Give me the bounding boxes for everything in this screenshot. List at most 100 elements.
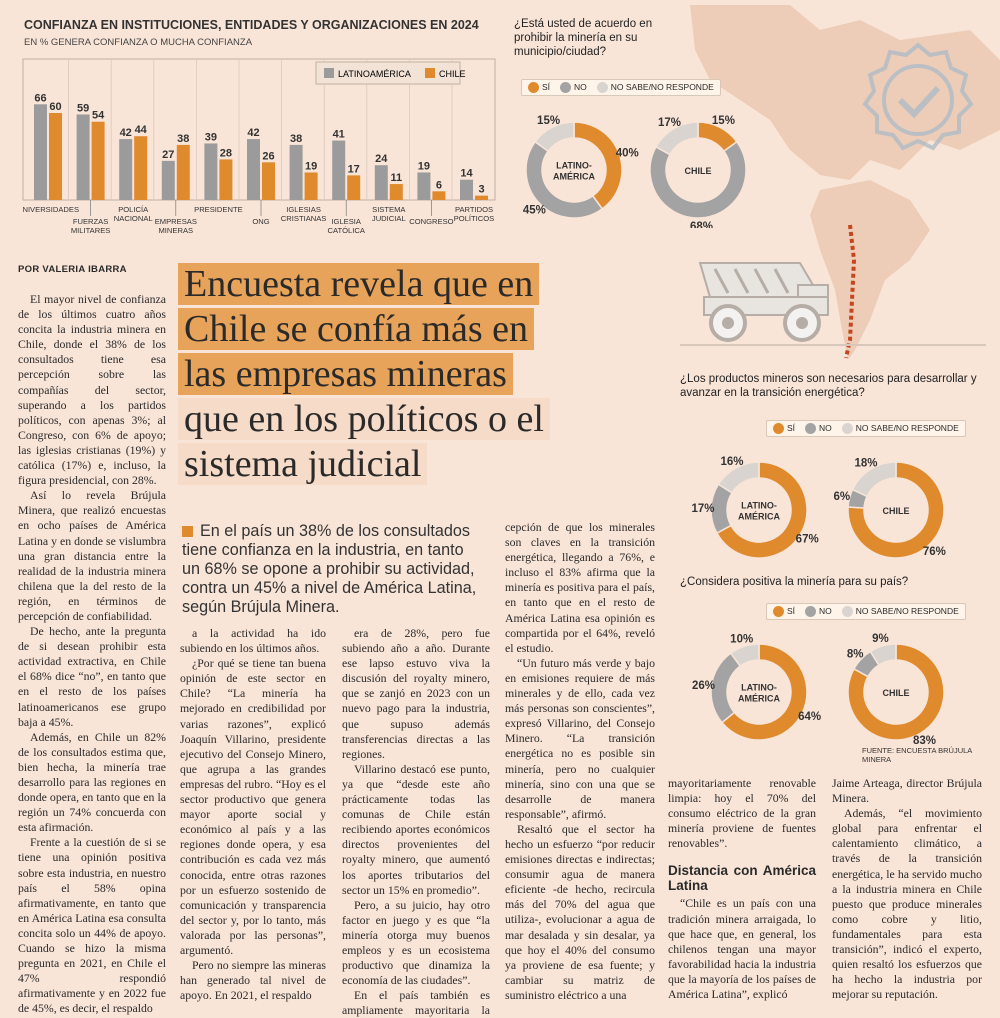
category-label: CATÓLICA bbox=[327, 226, 365, 235]
byline: POR VALERIA IBARRA bbox=[18, 264, 127, 275]
donut-slice bbox=[847, 643, 945, 741]
bar bbox=[91, 121, 105, 200]
slice-label: 45% bbox=[523, 205, 546, 217]
chart-legend: LATINOAMÉRICA CHILE bbox=[315, 61, 466, 85]
data-label: 44 bbox=[135, 124, 148, 136]
donut-center-label: AMÉRICA bbox=[738, 694, 780, 704]
paragraph: Además, en Chile un 82% de los consultad… bbox=[18, 729, 166, 835]
slice-label: 18% bbox=[854, 458, 877, 470]
paragraph: De hecho, ante la pregunta de si desean … bbox=[18, 624, 166, 729]
category-label: MILITARES bbox=[71, 226, 111, 235]
legend-ns: NO SABE/NO RESPONDE bbox=[841, 423, 959, 435]
donut-center-label: LATINO- bbox=[556, 161, 592, 171]
mining-truck-icon bbox=[698, 262, 829, 342]
paragraph: a la actividad ha ido subiendo en los úl… bbox=[180, 626, 326, 656]
donut-center-label: AMÉRICA bbox=[553, 172, 595, 182]
article-column-3: era de 28%, pero fue subiendo año a año.… bbox=[342, 626, 490, 1018]
paragraph: En el país también es ampliamente mayori… bbox=[342, 988, 490, 1018]
article-column-6: Jaime Arteaga, director Brújula Minera. … bbox=[832, 776, 982, 1002]
data-label: 41 bbox=[333, 129, 345, 141]
check-badge-icon bbox=[862, 42, 974, 151]
donut-center-label: AMÉRICA bbox=[738, 512, 780, 522]
data-label: 3 bbox=[478, 184, 484, 196]
headline-line: sistema judicial bbox=[178, 443, 428, 485]
data-label: 54 bbox=[92, 110, 105, 122]
slice-label: 40% bbox=[616, 148, 639, 160]
paragraph: Pero, a su juicio, hay otro factor en ju… bbox=[342, 897, 490, 988]
paragraph: “Chile es un país con una tradición mine… bbox=[668, 896, 816, 1002]
donut-slice bbox=[715, 461, 808, 559]
pie1-question: ¿Está usted de acuerdo en prohibir la mi… bbox=[514, 18, 653, 58]
bar bbox=[204, 143, 218, 200]
legend-swatch bbox=[324, 68, 334, 78]
data-label: 42 bbox=[120, 127, 132, 139]
legend-no: NO bbox=[805, 423, 832, 435]
bar bbox=[347, 175, 361, 200]
category-label: IGLESIAS bbox=[286, 205, 321, 214]
slice-label: 26% bbox=[692, 680, 715, 692]
bar bbox=[34, 104, 47, 200]
pie3-question: ¿Considera positiva la minería para su p… bbox=[680, 576, 909, 588]
category-label: PRESIDENTE bbox=[194, 205, 243, 214]
slice-label: 17% bbox=[658, 117, 681, 129]
headline: Encuesta revela que en Chile se confía m… bbox=[178, 262, 638, 487]
slice-label: 15% bbox=[712, 115, 735, 127]
legend-si: SÍ bbox=[528, 82, 550, 94]
data-label: 38 bbox=[177, 133, 189, 145]
bar bbox=[304, 172, 318, 200]
paragraph: Villarino destacó ese punto, ya que “des… bbox=[342, 761, 490, 897]
slice-label: 17% bbox=[692, 503, 715, 515]
bar bbox=[460, 179, 473, 200]
donut-center-label: CHILE bbox=[883, 506, 910, 516]
paragraph: Además, “el movimiento global para enfre… bbox=[832, 806, 982, 1002]
bar bbox=[161, 160, 175, 200]
slice-label: 15% bbox=[537, 115, 560, 127]
data-label: 42 bbox=[247, 127, 259, 139]
slice-label: 10% bbox=[730, 634, 753, 646]
donut-center-label: LATINO- bbox=[741, 501, 777, 511]
bar bbox=[176, 144, 190, 200]
category-label: CONGRESO bbox=[409, 217, 453, 226]
category-label: SISTEMA bbox=[372, 205, 406, 214]
article-column-4: cepción de que los minerales son claves … bbox=[505, 520, 655, 1003]
donut-slice bbox=[717, 461, 760, 494]
paragraph: Frente a la cuestión de si se tiene una … bbox=[18, 835, 166, 1016]
paragraph: cepción de que los minerales son claves … bbox=[505, 520, 655, 655]
data-label: 19 bbox=[305, 160, 317, 172]
lead-paragraph: En el país un 38% de los consultados tie… bbox=[182, 522, 477, 616]
legend-si: SÍ bbox=[773, 423, 795, 435]
category-label: IGLESIA bbox=[331, 217, 361, 226]
pie1-donuts: 40% 45% 15% LATINO-AMÉRICA 15% 68% 17% CHILE bbox=[523, 115, 747, 228]
article-column-1: El mayor nivel de confianza de los últim… bbox=[18, 292, 166, 1017]
legend-no: NO bbox=[805, 606, 832, 618]
bar bbox=[134, 136, 148, 200]
pie1-legend: SÍ NO NO SABE/NO RESPONDE bbox=[521, 79, 721, 97]
paragraph: era de 28%, pero fue subiendo año a año.… bbox=[342, 626, 490, 761]
data-label: 60 bbox=[49, 101, 61, 113]
data-label: 26 bbox=[262, 150, 274, 162]
slice-label: 83% bbox=[913, 735, 936, 747]
legend-ns: NO SABE/NO RESPONDE bbox=[841, 606, 959, 618]
paragraph: mayoritariamente renovable limpia: hoy e… bbox=[668, 776, 816, 851]
bar bbox=[417, 172, 431, 200]
paragraph: “Un futuro más verde y bajo en emisiones… bbox=[505, 655, 655, 821]
slice-label: 16% bbox=[721, 456, 744, 468]
bar bbox=[475, 195, 488, 200]
source-note: FUENTE: ENCUESTA BRÚJULA MINERA bbox=[862, 746, 972, 764]
category-label: POLICÍA bbox=[118, 205, 149, 214]
slice-label: 9% bbox=[872, 633, 889, 645]
donut-slice bbox=[710, 652, 742, 724]
legend-ns: NO SABE/NO RESPONDE bbox=[596, 82, 714, 94]
donut-slice bbox=[869, 643, 897, 667]
paragraph: El mayor nivel de confianza de los últim… bbox=[18, 292, 166, 488]
headline-line: Chile se confía más en bbox=[178, 308, 535, 350]
pie2-legend: SÍ NO NO SABE/NO RESPONDE bbox=[766, 420, 966, 438]
paragraph: ¿Por qué se tiene tan buena opinión de e… bbox=[180, 656, 326, 957]
headline-line: las empresas mineras bbox=[178, 353, 513, 395]
data-label: 66 bbox=[34, 92, 46, 104]
pie2-question: ¿Los productos mineros son necesarios pa… bbox=[680, 373, 977, 399]
paragraph: Pero no siempre las mineras han generado… bbox=[180, 958, 326, 1003]
donut-slice bbox=[847, 461, 945, 559]
pie3-legend: SÍ NO NO SABE/NO RESPONDE bbox=[766, 603, 966, 621]
pie2-donuts: 67% 17% 16% LATINO-AMÉRICA 76% 6% 18% CHILE bbox=[692, 456, 946, 559]
